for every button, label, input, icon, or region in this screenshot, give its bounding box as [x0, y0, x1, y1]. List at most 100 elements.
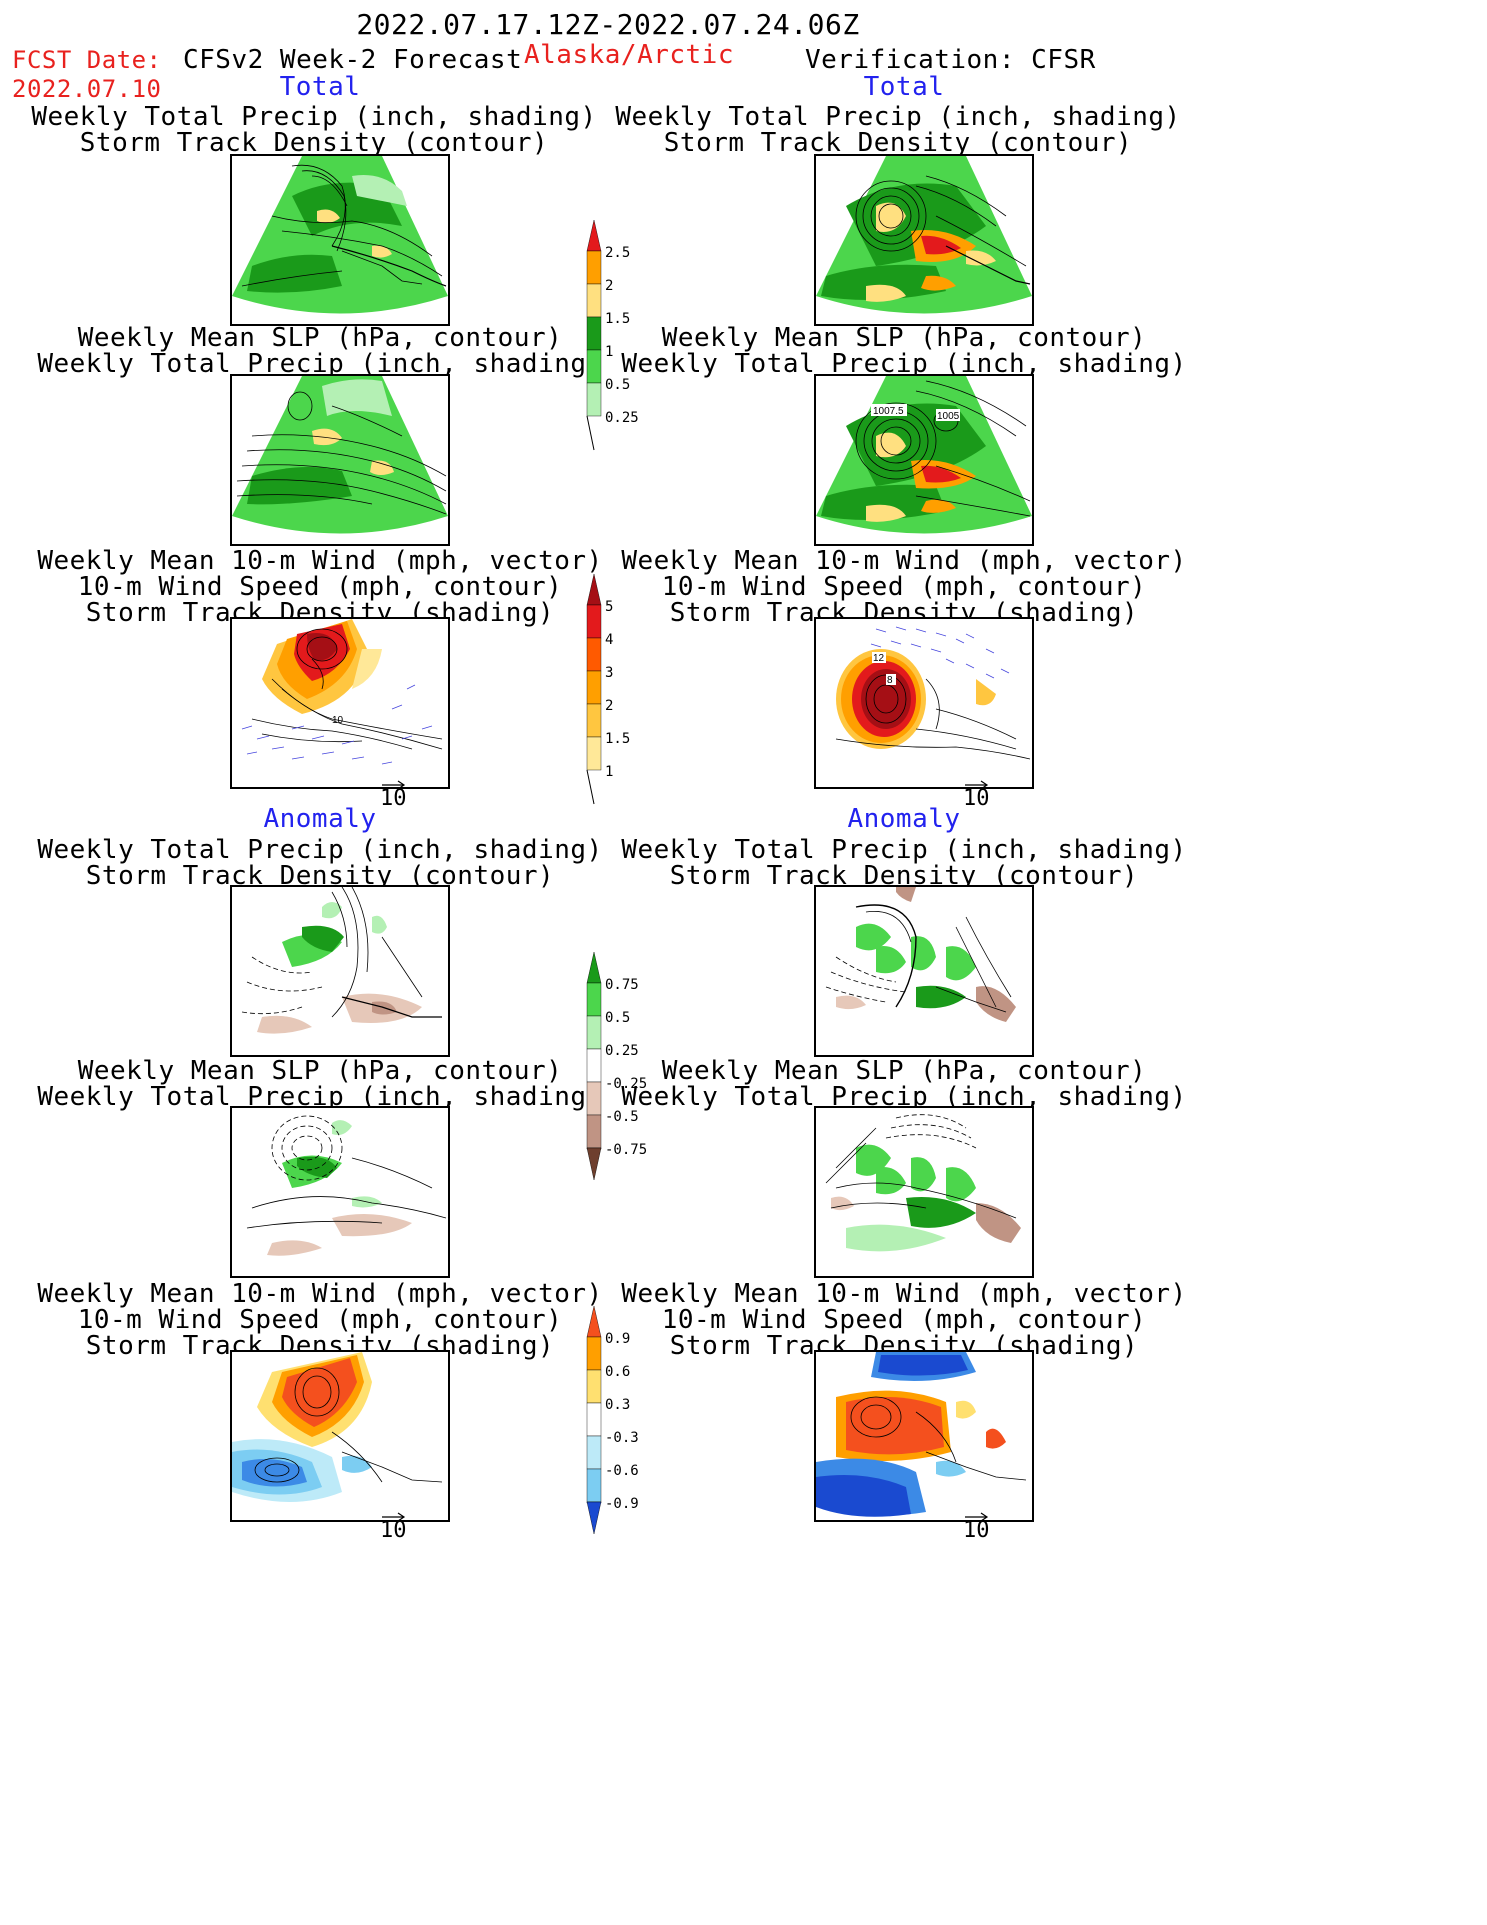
- title-line: Storm Track Density (contour): [85, 861, 555, 891]
- title-line: Weekly Mean SLP (hPa, contour): [77, 1056, 563, 1086]
- map-slp-precip-verif-total: 1007.5 1005: [814, 374, 1034, 546]
- colorbar-swatch: [586, 1015, 602, 1050]
- colorbar-swatch: [586, 573, 602, 606]
- title-line: 10-m Wind Speed (mph, contour): [77, 572, 563, 602]
- vector-ref-label: 10: [963, 786, 990, 811]
- colorbar-swatch: [586, 1501, 602, 1535]
- colorbar-label: 1: [605, 764, 613, 780]
- colorbar-label: 0.25: [605, 410, 639, 426]
- title-line: Weekly Total Precip (inch, shading): [31, 102, 597, 132]
- title-line: Weekly Mean 10-m Wind (mph, vector): [621, 546, 1187, 576]
- period-title: 2022.07.17.12Z-2022.07.24.06Z: [356, 8, 860, 41]
- colorbar-label: 1: [605, 344, 613, 360]
- colorbar-label: -0.75: [605, 1142, 647, 1158]
- title-wind-storm-verif-anom: Weekly Mean 10-m Wind (mph, vector) 10-m…: [621, 1281, 1186, 1359]
- vector-ref-label: 10: [380, 786, 407, 811]
- map-wind-storm-fcst-anom: [230, 1350, 450, 1522]
- colorbar-label: 2: [605, 698, 613, 714]
- colorbar-label: 0.25: [605, 1043, 639, 1059]
- colorbar-swatch: [586, 1048, 602, 1083]
- section-anomaly-right: Anomaly: [847, 804, 961, 834]
- title-line: Storm Track Density (contour): [79, 128, 549, 158]
- map-wind-storm-verif-total: 12 8: [814, 617, 1034, 789]
- colorbar-label: 5: [605, 599, 613, 615]
- colorbar-swatch: [586, 1081, 602, 1116]
- vector-ref-verif-total: 10: [963, 776, 993, 810]
- colorbar-swatch: [586, 1402, 602, 1437]
- title-precip-storm-fcst-total: Weekly Total Precip (inch, shading) Stor…: [31, 104, 596, 156]
- colorbar-swatch: [586, 283, 602, 318]
- contour-label-wind-2: 8: [887, 675, 893, 686]
- title-wind-storm-fcst-anom: Weekly Mean 10-m Wind (mph, vector) 10-m…: [37, 1281, 602, 1359]
- title-precip-storm-fcst-anom: Weekly Total Precip (inch, shading) Stor…: [37, 837, 602, 889]
- map-slp-precip-verif-anom: [814, 1106, 1034, 1278]
- colorbar-storm-anom: 0.9 0.6 0.3 -0.3 -0.6 -0.9: [586, 1304, 656, 1544]
- colorbar-label: -0.6: [605, 1463, 639, 1479]
- verification-title: Verification: CFSR: [805, 45, 1096, 75]
- colorbar-swatch: [586, 670, 602, 705]
- title-line: Weekly Total Precip (inch, shading): [615, 102, 1181, 132]
- colorbar-label: -0.5: [605, 1109, 639, 1125]
- title-line: Weekly Total Precip (inch, shading): [37, 835, 603, 865]
- colorbar-swatch: [586, 982, 602, 1017]
- colorbar-swatch: [586, 1336, 602, 1371]
- colorbar-label: 1.5: [605, 311, 630, 327]
- title-line: Weekly Total Precip (inch, shading): [621, 349, 1187, 379]
- colorbar-label: -0.3: [605, 1430, 639, 1446]
- colorbar-swatch: [586, 637, 602, 672]
- contour-label-wind-1: 12: [873, 653, 885, 664]
- title-wind-storm-fcst-total: Weekly Mean 10-m Wind (mph, vector) 10-m…: [37, 548, 602, 626]
- colorbar-precip-anom: 0.75 0.5 0.25 -0.25 -0.5 -0.75: [586, 950, 656, 1190]
- title-slp-precip-verif-total: Weekly Mean SLP (hPa, contour) Weekly To…: [621, 325, 1186, 377]
- colorbar-label: 0.3: [605, 1397, 630, 1413]
- colorbar-label: -0.25: [605, 1076, 647, 1092]
- map-slp-precip-fcst-anom: [230, 1106, 450, 1278]
- map-precip-storm-fcst-anom: [230, 885, 450, 1057]
- colorbar-swatch: [586, 736, 602, 771]
- title-line: Weekly Mean SLP (hPa, contour): [661, 323, 1147, 353]
- section-anomaly-left: Anomaly: [263, 804, 377, 834]
- title-precip-storm-verif-total: Weekly Total Precip (inch, shading) Stor…: [615, 104, 1180, 156]
- title-line: Weekly Total Precip (inch, shading): [37, 349, 603, 379]
- colorbar-swatch: [586, 1369, 602, 1404]
- fcst-date-value: 2022.07.10: [12, 75, 162, 103]
- arrow-right-icon: [382, 1512, 406, 1522]
- title-slp-precip-fcst-anom: Weekly Mean SLP (hPa, contour) Weekly To…: [37, 1058, 602, 1110]
- colorbar-label: 0.5: [605, 1010, 630, 1026]
- title-line: Weekly Mean SLP (hPa, contour): [77, 323, 563, 353]
- colorbar-label: 4: [605, 632, 613, 648]
- arrow-right-icon: [965, 1512, 989, 1522]
- map-precip-storm-fcst-total: [230, 154, 450, 326]
- colorbar-swatch: [586, 951, 602, 984]
- colorbar-label: 0.75: [605, 977, 639, 993]
- colorbar-label: 0.5: [605, 377, 630, 393]
- map-precip-storm-verif-anom: [814, 885, 1034, 1057]
- map-wind-storm-fcst-total: 10: [230, 617, 450, 789]
- colorbar-swatch: [586, 703, 602, 738]
- contour-label-slp-2: 1005: [937, 411, 960, 422]
- colorbar-label: 3: [605, 665, 613, 681]
- title-line: Storm Track Density (contour): [663, 128, 1133, 158]
- colorbar-swatch: [586, 1147, 602, 1181]
- title-line: Weekly Total Precip (inch, shading): [621, 1082, 1187, 1112]
- colorbar-swatch: [586, 1468, 602, 1503]
- colorbar-swatch: [586, 250, 602, 285]
- vector-ref-label: 10: [380, 1518, 407, 1543]
- section-total-right: Total: [863, 72, 945, 102]
- vector-ref-label: 10: [963, 1518, 990, 1543]
- model-title: CFSv2 Week-2 Forecast: [183, 45, 523, 75]
- colorbar-swatch: [586, 1435, 602, 1470]
- vector-ref-fcst-total: 10: [380, 776, 410, 810]
- colorbar-swatch: [586, 349, 602, 384]
- title-line: Weekly Mean 10-m Wind (mph, vector): [37, 546, 603, 576]
- title-slp-precip-verif-anom: Weekly Mean SLP (hPa, contour) Weekly To…: [621, 1058, 1186, 1110]
- colorbar-swatch: [586, 382, 602, 417]
- title-line: Weekly Mean 10-m Wind (mph, vector): [37, 1279, 603, 1309]
- title-line: 10-m Wind Speed (mph, contour): [661, 572, 1147, 602]
- map-wind-storm-verif-anom: [814, 1350, 1034, 1522]
- region-title: Alaska/Arctic: [524, 40, 734, 70]
- colorbar-label: 0.6: [605, 1364, 630, 1380]
- title-line: Weekly Mean 10-m Wind (mph, vector): [621, 1279, 1187, 1309]
- colorbar-label: 2.5: [605, 245, 630, 261]
- arrow-right-icon: [965, 780, 989, 790]
